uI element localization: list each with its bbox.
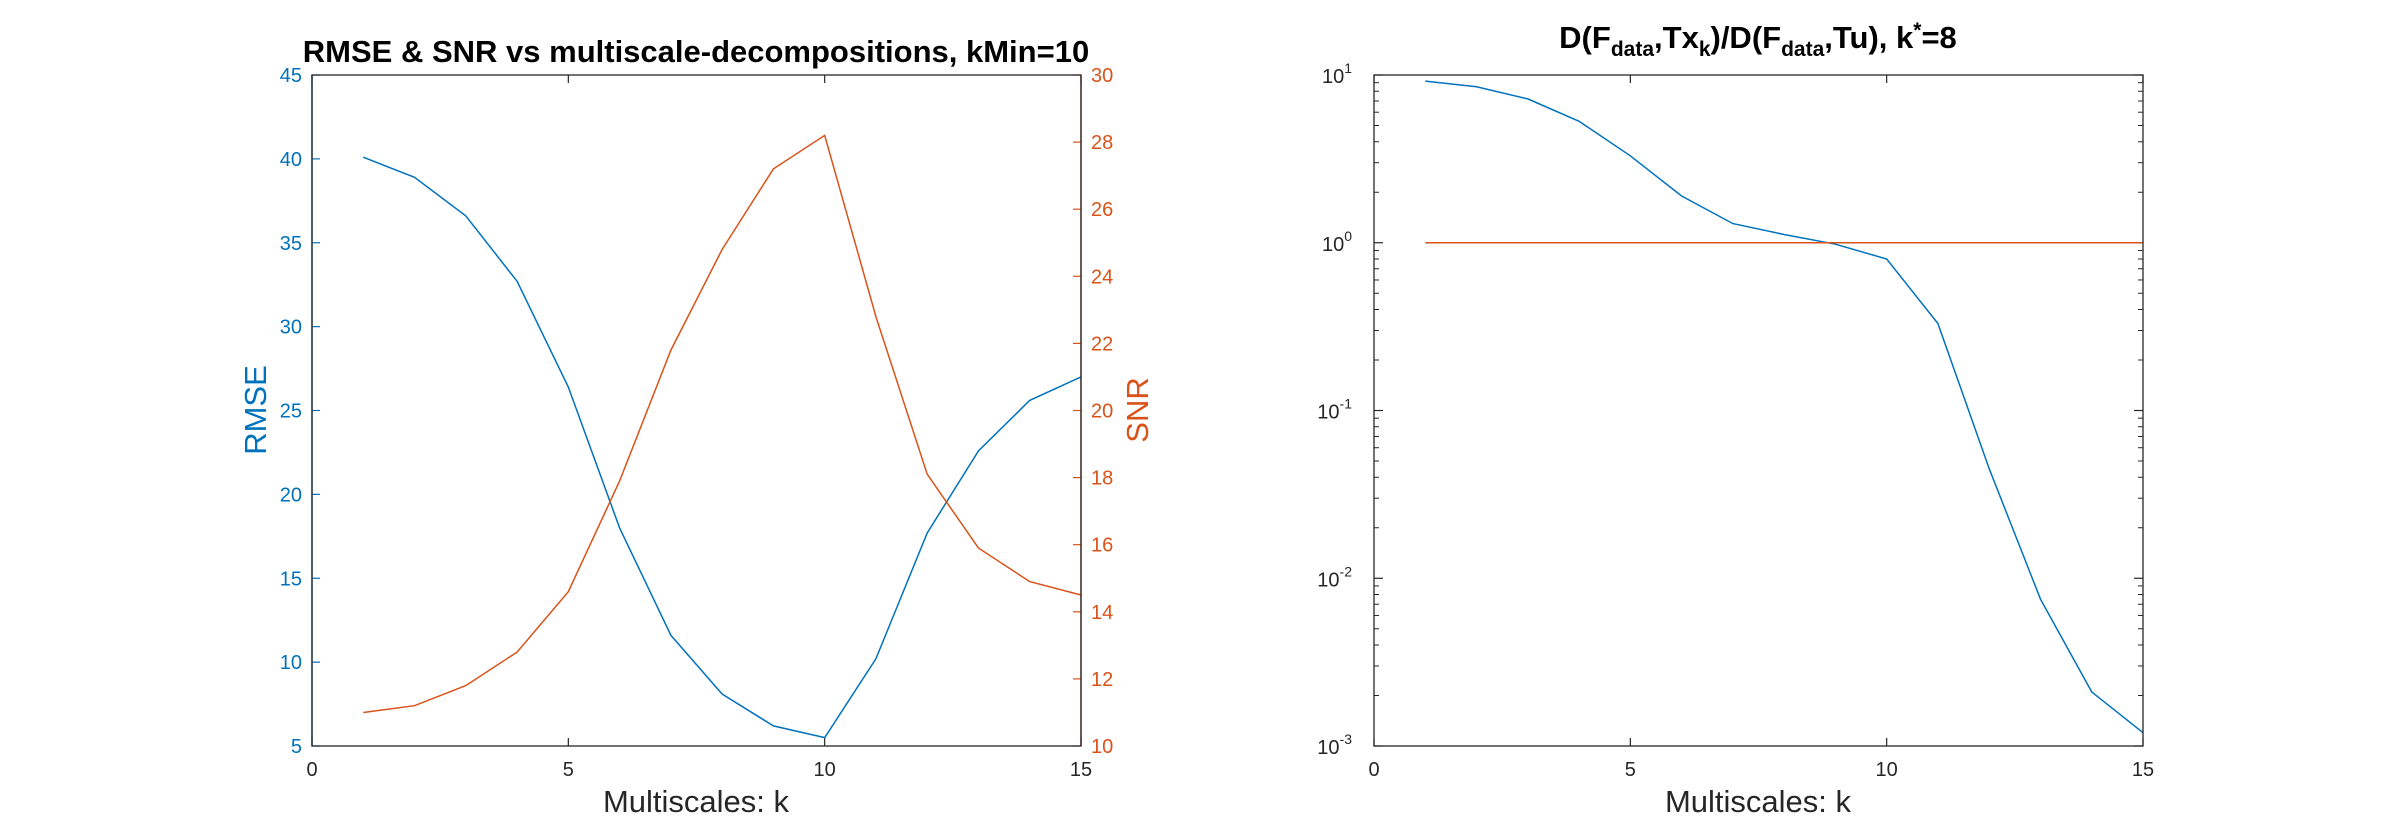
right-chart-x-tick-label: 5 bbox=[1625, 759, 1636, 781]
left-y-tick-label: 15 bbox=[280, 568, 302, 590]
right-chart: D(Fdata,Txk)/D(Fdata,Tu), k*=8 0 5 10 15 10-… bbox=[1317, 19, 2154, 819]
right-y-tick-label: 16 bbox=[1091, 535, 1113, 557]
right-y-tick-label: 14 bbox=[1091, 602, 1113, 624]
left-ticks: 0 5 10 155101520253035404510121416182022242… bbox=[280, 65, 1114, 781]
left-chart: RMSE & SNR vs multiscale-decompositions,… bbox=[238, 34, 1155, 819]
right-chart-y-tick-label: 10-1 bbox=[1317, 396, 1352, 424]
right-y-tick-label: 18 bbox=[1091, 468, 1113, 490]
right-plot-frame bbox=[1373, 74, 2144, 747]
rmse-series-line bbox=[363, 156, 1082, 739]
right-y-tick-label: 28 bbox=[1091, 132, 1113, 154]
left-y-tick-label: 20 bbox=[280, 484, 302, 506]
right-chart-title: D(Fdata,Txk)/D(Fdata,Tu), k*=8 bbox=[1559, 19, 1957, 61]
right-chart-y-tick-label: 101 bbox=[1322, 60, 1352, 88]
left-x-axis-label: Multiscales: k bbox=[603, 784, 790, 819]
right-y-tick-label: 30 bbox=[1091, 65, 1113, 87]
left-y-tick-label: 5 bbox=[291, 736, 302, 758]
right-chart-x-tick-label: 10 bbox=[1876, 759, 1898, 781]
left-plot-frame bbox=[311, 74, 1082, 747]
left-y-tick-label: 40 bbox=[280, 149, 302, 171]
right-y-tick-label: 24 bbox=[1091, 266, 1113, 288]
right-chart-x-tick-label: 15 bbox=[2132, 759, 2154, 781]
right-x-axis-label: Multiscales: k bbox=[1665, 784, 1852, 819]
right-y-tick-label: 10 bbox=[1091, 736, 1113, 758]
left-x-tick-label: 15 bbox=[1070, 759, 1092, 781]
left-y-tick-label: 25 bbox=[280, 401, 302, 423]
left-y-tick-label: 45 bbox=[280, 65, 302, 87]
right-chart-y-tick-label: 100 bbox=[1322, 228, 1352, 256]
right-ticks: 0 5 10 15 10-3 10-2 10-1 100 101 bbox=[1317, 60, 2154, 781]
left-y-tick-label: 30 bbox=[280, 317, 302, 339]
right-y-tick-label: 26 bbox=[1091, 199, 1113, 221]
left-x-tick-label: 0 bbox=[306, 759, 317, 781]
right-y-axis-label: SNR bbox=[1120, 377, 1155, 442]
left-series bbox=[363, 134, 1082, 739]
left-chart-title: RMSE & SNR vs multiscale-decompositions,… bbox=[303, 34, 1089, 69]
left-x-tick-label: 5 bbox=[563, 759, 574, 781]
right-y-tick-label: 22 bbox=[1091, 333, 1113, 355]
right-y-tick-label: 20 bbox=[1091, 401, 1113, 423]
right-series bbox=[1425, 80, 2144, 734]
right-chart-y-tick-label: 10-2 bbox=[1317, 563, 1352, 591]
right-chart-y-tick-label: 10-3 bbox=[1317, 731, 1352, 759]
ratio-series-line bbox=[1425, 80, 2144, 734]
right-y-tick-label: 12 bbox=[1091, 669, 1113, 691]
left-x-tick-label: 10 bbox=[814, 759, 836, 781]
right-chart-x-tick-label: 0 bbox=[1368, 759, 1379, 781]
left-y-tick-label: 35 bbox=[280, 233, 302, 255]
snr-series-line bbox=[363, 134, 1082, 714]
left-y-tick-label: 10 bbox=[280, 652, 302, 674]
left-y-axis-label: RMSE bbox=[238, 365, 273, 455]
